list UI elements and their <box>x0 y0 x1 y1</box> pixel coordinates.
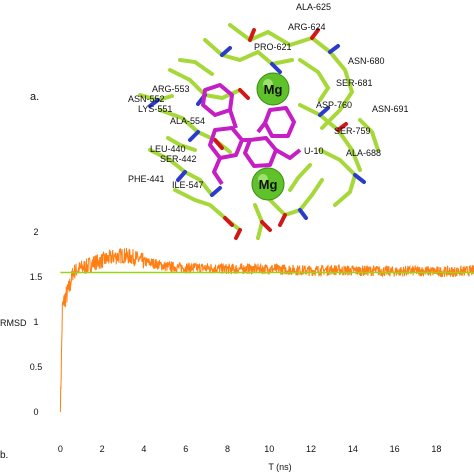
y-tick-label: 2 <box>33 227 38 237</box>
residue-label: LYS-551 <box>138 104 172 114</box>
residue-label: ASP-760 <box>316 100 352 110</box>
x-tick-label: 16 <box>390 444 400 454</box>
residue-label: LEU-440 <box>150 144 186 154</box>
residue-label: ALA-688 <box>346 148 381 158</box>
residue-labels: ALA-625 ARG-624 PRO-621 ASN-680 SER-681 … <box>128 2 409 190</box>
x-tick-label: 8 <box>225 444 230 454</box>
residue-label: ARG-553 <box>152 84 190 94</box>
oxygen-bonds <box>213 28 348 240</box>
panel-a-label: a. <box>30 91 39 103</box>
panel-a-molecular-structure: a. <box>30 2 409 240</box>
residue-label: U-10 <box>304 146 324 156</box>
y-tick-label: 1.5 <box>30 272 43 282</box>
residue-label: SER-759 <box>334 126 371 136</box>
x-tick-label: 4 <box>141 444 146 454</box>
residue-label: PRO-621 <box>254 42 292 52</box>
x-axis-title: T (ns) <box>268 462 291 472</box>
protein-residues <box>138 23 380 240</box>
mg-label-bottom: Mg <box>259 177 278 192</box>
residue-label: ALA-554 <box>170 116 205 126</box>
residue-label: ASN-691 <box>372 104 409 114</box>
panel-b-label: b. <box>0 450 8 461</box>
mg-ion-top: Mg <box>256 72 290 106</box>
residue-label: ILE-547 <box>172 180 204 190</box>
x-tick-label: 14 <box>348 444 358 454</box>
y-tick-label: 0 <box>33 407 38 417</box>
y-tick-label: 1 <box>33 317 38 327</box>
y-axis-title: RMSD <box>0 318 27 328</box>
residue-label: SER-442 <box>160 154 197 164</box>
x-tick-label: 6 <box>183 444 188 454</box>
residue-label: PHE-441 <box>128 174 165 184</box>
y-tick-labels: 0 0.5 1 1.5 2 <box>30 227 43 417</box>
y-tick-label: 0.5 <box>30 362 43 372</box>
mg-ion-bottom: Mg <box>251 167 285 201</box>
residue-label: ARG-624 <box>288 22 326 32</box>
x-tick-label: 12 <box>306 444 316 454</box>
ligand-molecule <box>201 83 302 186</box>
residue-label: SER-681 <box>336 78 373 88</box>
panel-b-rmsd-chart: b. RMSD T (ns) 0 0.5 1 1.5 2 0 2 4 6 8 10 12 14 16 18 <box>0 227 474 472</box>
x-tick-label: 0 <box>58 444 63 454</box>
rmsd-series-line <box>59 247 474 413</box>
x-tick-label: 18 <box>431 444 441 454</box>
residue-label: ASN-680 <box>348 56 385 66</box>
residue-label: ASN-552 <box>128 94 165 104</box>
x-tick-label: 2 <box>100 444 105 454</box>
x-tick-labels: 0 2 4 6 8 10 12 14 16 18 <box>58 444 442 454</box>
mg-label-top: Mg <box>264 82 283 97</box>
x-tick-label: 10 <box>264 444 274 454</box>
residue-label: ALA-625 <box>296 2 331 12</box>
